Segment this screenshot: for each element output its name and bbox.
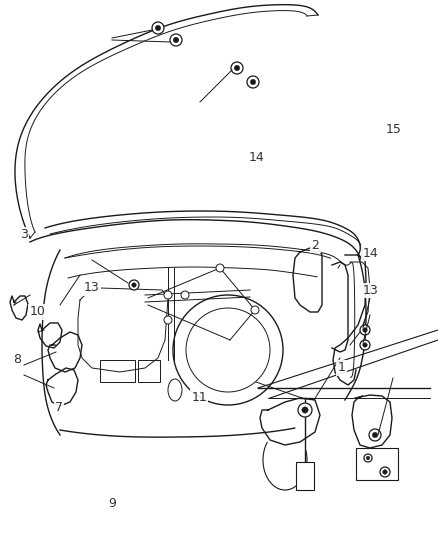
Text: 13: 13	[84, 281, 100, 294]
Text: 13: 13	[362, 284, 378, 297]
Circle shape	[363, 343, 367, 348]
Bar	[356, 448, 398, 480]
Circle shape	[372, 432, 378, 438]
Circle shape	[170, 34, 182, 46]
Circle shape	[132, 282, 136, 287]
Circle shape	[364, 454, 372, 462]
Circle shape	[302, 407, 308, 413]
Text: 10: 10	[29, 305, 45, 318]
Circle shape	[247, 76, 259, 88]
Circle shape	[250, 79, 256, 85]
Circle shape	[181, 291, 189, 299]
Bar	[100, 360, 135, 382]
Text: 14: 14	[248, 151, 264, 164]
Bar	[296, 462, 314, 490]
Text: 1: 1	[338, 361, 346, 374]
Circle shape	[360, 325, 370, 335]
Text: 3: 3	[20, 228, 28, 241]
Circle shape	[363, 328, 367, 332]
Text: 2: 2	[311, 239, 319, 252]
Circle shape	[216, 264, 224, 272]
Circle shape	[360, 340, 370, 350]
Text: 15: 15	[385, 123, 401, 136]
Text: 8: 8	[13, 353, 21, 366]
Circle shape	[298, 403, 312, 417]
Text: 14: 14	[362, 247, 378, 260]
Circle shape	[383, 470, 387, 474]
Circle shape	[231, 62, 243, 74]
Circle shape	[366, 456, 370, 460]
Circle shape	[369, 429, 381, 441]
Circle shape	[164, 316, 172, 324]
Circle shape	[129, 280, 139, 290]
Text: 9: 9	[108, 497, 116, 510]
Circle shape	[155, 25, 161, 31]
Circle shape	[164, 291, 172, 299]
Circle shape	[152, 22, 164, 34]
Text: 11: 11	[191, 391, 207, 403]
Bar	[138, 360, 160, 382]
Circle shape	[234, 66, 240, 71]
Circle shape	[251, 306, 259, 314]
Text: 7: 7	[55, 401, 63, 414]
Circle shape	[380, 467, 390, 477]
Circle shape	[173, 37, 179, 43]
